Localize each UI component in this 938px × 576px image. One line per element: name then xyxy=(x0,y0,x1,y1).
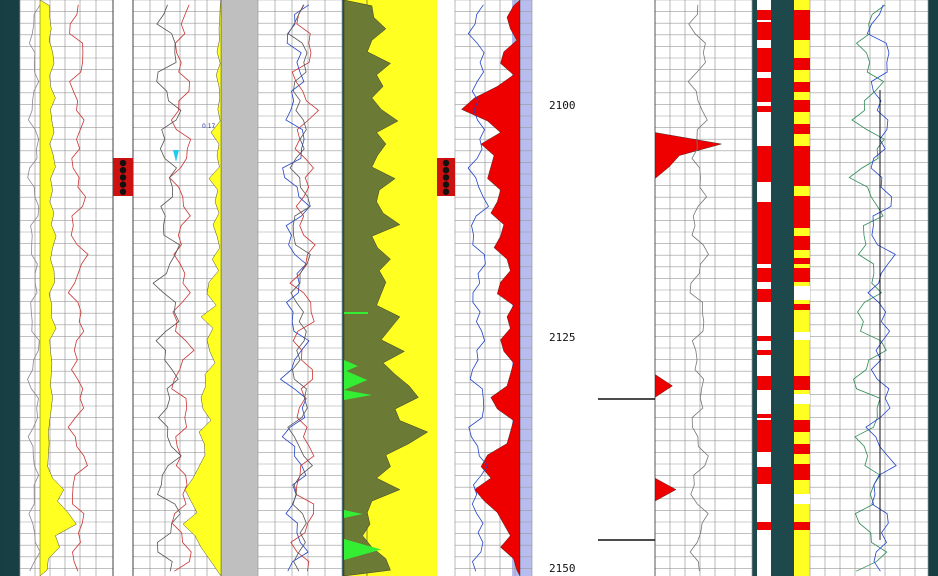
flag-segment xyxy=(794,464,810,480)
curve-fills xyxy=(39,0,722,576)
perforation-dot xyxy=(442,167,450,174)
depth-tick-label: 2100 xyxy=(549,99,576,112)
depth-labels: 2100 2125 2150 0.17 xyxy=(202,99,576,575)
perforation-dot xyxy=(119,167,127,174)
flag-segment xyxy=(794,420,810,432)
flag-segment xyxy=(757,376,771,390)
gray-track xyxy=(221,0,258,576)
flag-segment xyxy=(794,522,810,530)
track-1-background xyxy=(20,0,113,576)
log-curve xyxy=(467,4,490,572)
log-curve xyxy=(27,4,41,572)
flag-segment xyxy=(794,304,810,310)
cutoff-marker xyxy=(173,150,179,162)
log-curve xyxy=(687,4,709,572)
track-4-background xyxy=(258,0,342,576)
depth-track xyxy=(532,0,598,576)
flag-gap xyxy=(794,286,810,300)
sand-fill xyxy=(344,390,372,400)
grid-lines xyxy=(19,0,929,576)
flag-segment xyxy=(757,467,771,484)
perforation-dot xyxy=(119,159,127,167)
track-13-background xyxy=(810,0,928,576)
flag-segment xyxy=(757,22,771,40)
flag-segment xyxy=(794,146,810,186)
flag-segment xyxy=(794,82,810,92)
track-10-background xyxy=(655,0,752,576)
perforation-dot xyxy=(442,159,450,167)
perforation-dot xyxy=(442,174,450,181)
flag-gap xyxy=(794,394,810,404)
flag-gap xyxy=(794,332,810,340)
perforation-dot xyxy=(119,174,127,181)
curve-fill xyxy=(343,0,429,576)
track-9-background xyxy=(598,0,655,576)
flag-segment xyxy=(794,444,810,454)
perforation-dot xyxy=(442,188,450,195)
flag-segment xyxy=(757,350,771,355)
sand-fill xyxy=(344,510,363,518)
depth-tick-label: 2150 xyxy=(549,562,576,575)
log-curve xyxy=(287,4,313,572)
curve-fill xyxy=(461,0,521,576)
flag-segment xyxy=(757,268,771,282)
flag-segment xyxy=(757,78,771,102)
flag-gap xyxy=(794,494,810,504)
perforation-dot xyxy=(119,181,127,188)
log-curve xyxy=(848,4,888,572)
flag-segment xyxy=(794,268,810,282)
marker-symbols xyxy=(113,10,881,541)
flag-segment xyxy=(757,106,771,112)
flag-segment xyxy=(757,522,771,530)
curve-fill xyxy=(654,0,722,576)
curve-annotation: 0.17 xyxy=(202,123,216,130)
flag-segment xyxy=(794,376,810,390)
flag-segment xyxy=(757,420,771,452)
log-curve xyxy=(152,4,182,572)
flag-segment xyxy=(794,10,810,40)
log-curve xyxy=(279,4,311,572)
track-backgrounds xyxy=(20,0,928,576)
flag-segment xyxy=(757,336,771,341)
perforation-dot xyxy=(442,181,450,188)
flag-segment xyxy=(757,48,771,72)
sand-fill xyxy=(344,360,358,372)
log-curve xyxy=(67,4,89,572)
sand-fill xyxy=(344,370,368,390)
log-curve xyxy=(168,4,195,572)
depth-tick-label: 2125 xyxy=(549,331,576,344)
flag-segment xyxy=(794,100,810,112)
curve-fill xyxy=(39,0,77,576)
track-2-background xyxy=(113,0,133,576)
flag-segment xyxy=(794,258,810,264)
flag-segment xyxy=(757,146,771,182)
sand-fill xyxy=(344,539,382,560)
curve-fill xyxy=(182,0,222,576)
flag-segment xyxy=(757,289,771,302)
flag-segment xyxy=(794,196,810,228)
perforation-dot xyxy=(119,188,127,195)
flag-segment xyxy=(757,414,771,418)
flag-segment xyxy=(794,236,810,250)
track-7-background xyxy=(437,0,455,576)
flag-segment xyxy=(757,10,771,20)
flag-segment xyxy=(794,124,810,134)
flag-segment xyxy=(794,58,810,70)
flag-segment xyxy=(757,202,771,264)
